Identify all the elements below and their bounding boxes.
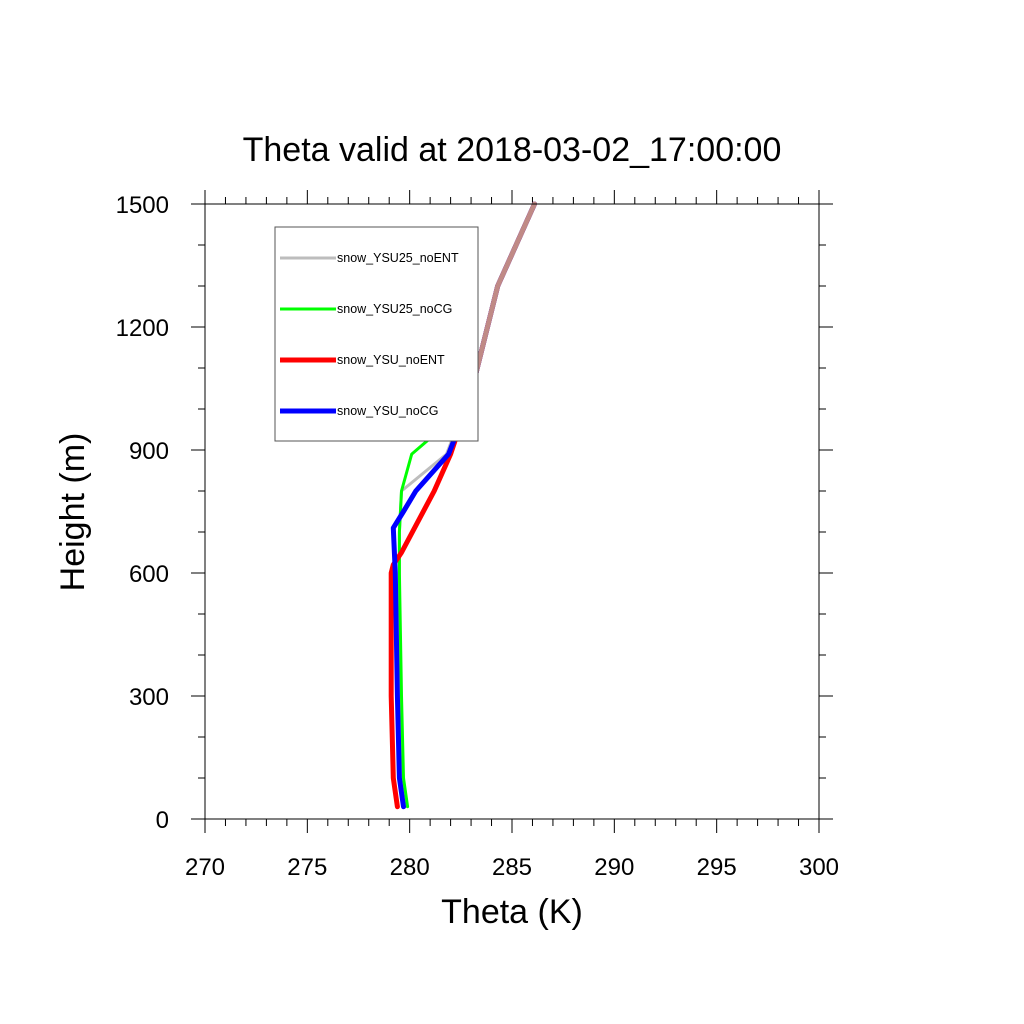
plot-frame (204, 203, 820, 820)
y-tick-label: 600 (129, 561, 169, 588)
series-line-4 (472, 201, 537, 379)
x-tick-label: 300 (799, 854, 839, 881)
x-tick-label: 280 (390, 854, 430, 881)
legend-label: snow_YSU25_noENT (337, 251, 459, 265)
y-tick-label: 300 (129, 684, 169, 711)
y-tick-label: 900 (129, 438, 169, 465)
x-axis-label: Theta (K) (441, 893, 583, 931)
axis-ticks: 270 275 280 285 290 295 300 0 300 600 900 1200 1500 (116, 190, 839, 881)
y-tick-label: 0 (156, 807, 169, 834)
legend: snow_YSU25_noENT snow_YSU25_noCG snow_YSU_… (274, 226, 479, 442)
x-tick-label: 275 (287, 854, 327, 881)
series-layer (388, 201, 537, 810)
x-tick-label: 290 (594, 854, 634, 881)
legend-label: snow_YSU_noCG (337, 404, 438, 418)
chart-title: Theta valid at 2018-03-02_17:00:00 (243, 131, 782, 169)
legend-box (274, 226, 479, 442)
y-tick-label: 1200 (116, 315, 169, 342)
y-axis-label: Height (m) (54, 433, 92, 592)
legend-label: snow_YSU25_noCG (337, 302, 452, 316)
legend-label: snow_YSU_noENT (337, 353, 445, 367)
y-tick-label: 1500 (116, 192, 169, 219)
x-tick-label: 270 (185, 854, 225, 881)
x-tick-label: 285 (492, 854, 532, 881)
x-tick-label: 295 (697, 854, 737, 881)
